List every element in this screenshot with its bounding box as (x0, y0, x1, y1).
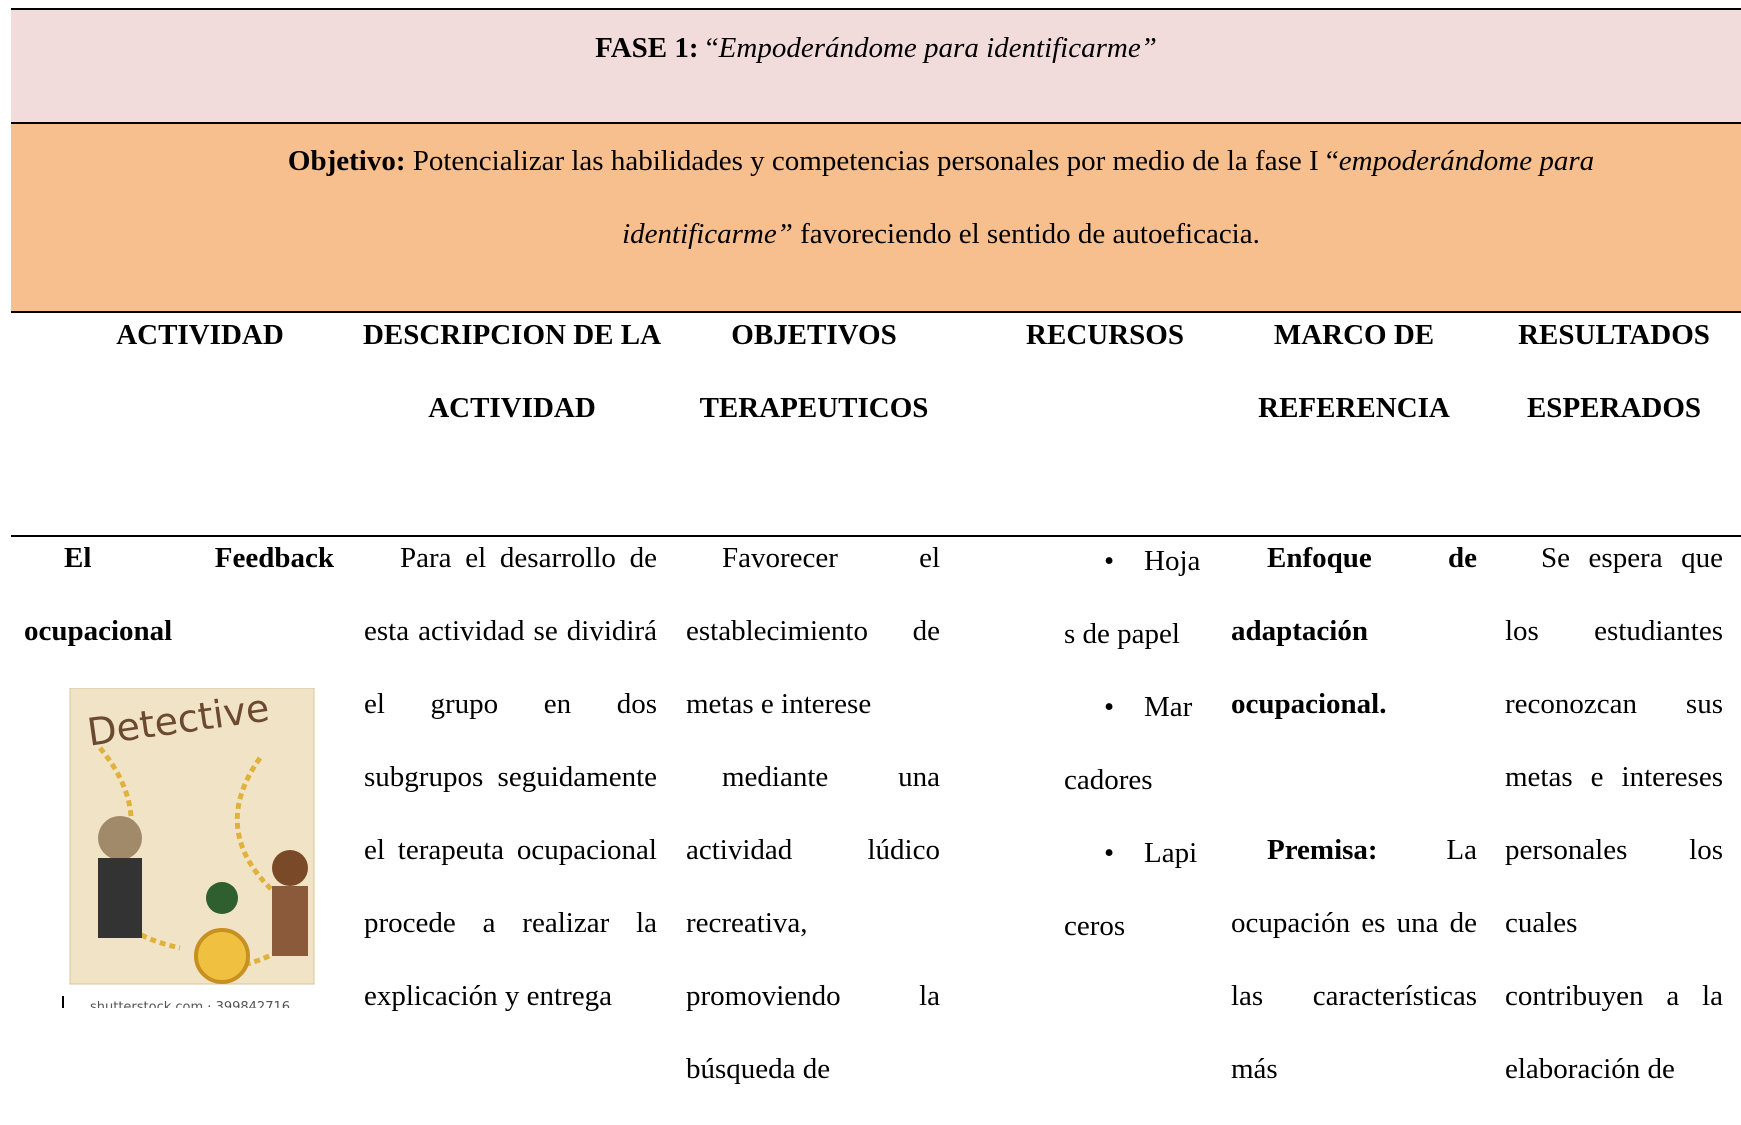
results: Se espera que los estudiantes reconozcan… (1505, 522, 1723, 1106)
results-text: Se espera que los estudiantes reconozcan… (1505, 542, 1723, 1085)
description-text: Para el desarrollo de esta actividad se … (364, 542, 657, 1012)
header: OBJETIVOS TERAPEUTICOS (699, 319, 929, 424)
resource-item: Hojas de papel (1064, 525, 1203, 671)
activity: El Feedback ocupacional (24, 522, 334, 668)
description: Para el desarrollo de esta actividad se … (364, 522, 657, 1033)
premise-text: La ocupación es una de las característic… (1231, 834, 1477, 1085)
image-figure (98, 858, 142, 938)
activity-name: El Feedback ocupacional (24, 542, 334, 647)
phase-name: Empoderándome para identificarme” (718, 32, 1157, 64)
row-border (11, 535, 1741, 537)
framework: Enfoque de adaptación ocupacional. Premi… (1231, 522, 1477, 1106)
objective-text: favoreciendo el sentido de autoeficacia. (800, 218, 1260, 250)
spacer (1231, 741, 1477, 814)
phase-quote: “ (705, 32, 719, 64)
framework-title: Enfoque de adaptación ocupacional. (1231, 542, 1477, 720)
resource-item: Lapiceros (1064, 817, 1203, 963)
image-figure (206, 882, 238, 914)
objective-italic: empoderándome para identificarme” (622, 145, 1595, 250)
phase-label: FASE 1: (595, 32, 699, 64)
objective: Objetivo: Potencializar las habilidades … (11, 124, 1741, 313)
objective-text: Potencializar las habilidades y competen… (412, 145, 1339, 177)
phase-title: FASE 1: “Empoderándome para identificarm… (11, 8, 1741, 124)
header: RECURSOS (1026, 319, 1184, 351)
objective-line: Favorecer el establecimiento de metas e … (686, 542, 940, 720)
resources: Hojas de papel Marcadores Lapiceros (1064, 525, 1203, 963)
image-figure (272, 850, 308, 886)
premise-label: Premisa: (1267, 834, 1378, 866)
objectives: Favorecer el establecimiento de metas e … (686, 522, 940, 1106)
activity-image: Detective shutterstock.com · 399842716 (62, 688, 315, 1008)
header: DESCRIPCION DE LA ACTIVIDAD (362, 319, 662, 424)
header: RESULTADOS ESPERADOS (1518, 319, 1710, 424)
header: ACTIVIDAD (116, 319, 284, 351)
framework-premise: Premisa: La ocupación es una de las cara… (1231, 814, 1477, 1106)
objective-label: Objetivo: (287, 145, 406, 177)
image-figure (272, 886, 308, 956)
resource-item: Marcadores (1064, 671, 1203, 817)
header: MARCO DE REFERENCIA (1258, 319, 1450, 424)
image-figure (98, 816, 142, 860)
objective-line: mediante una actividad lúdico recreativa… (686, 761, 940, 1085)
image-credit: shutterstock.com · 399842716 (90, 1000, 290, 1008)
image-watch (194, 928, 250, 984)
